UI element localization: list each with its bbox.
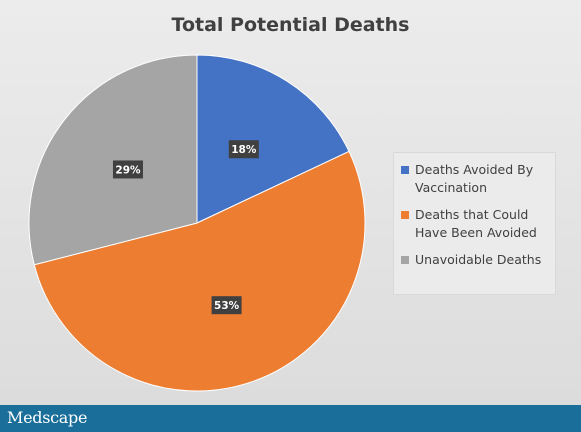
data-label-text-unavoidable: 29%	[115, 164, 141, 176]
data-label-text-vaccination: 18%	[231, 144, 257, 156]
pie-slices	[28, 54, 366, 392]
data-label-vaccination: 18%	[228, 140, 259, 159]
data-label-unavoidable: 29%	[112, 160, 143, 179]
pie-slice-could-have-been-avoided	[33, 150, 366, 392]
chart-area: Total Potential Deaths 18% 53% 29% Deaths …	[0, 0, 581, 405]
legend-swatch-vaccination	[401, 166, 409, 174]
data-label-box-could-have-been-avoided	[211, 296, 242, 315]
legend: Deaths Avoided By Vaccination Deaths tha…	[393, 152, 556, 295]
legend-entry-vaccination: Deaths Avoided By Vaccination	[401, 161, 549, 197]
data-label-box-unavoidable	[112, 160, 143, 179]
footer-bar: Medscape	[0, 405, 581, 432]
legend-label-vaccination: Deaths Avoided By Vaccination	[415, 162, 534, 195]
data-label-could-have-been-avoided: 53%	[211, 296, 242, 315]
data-label-text-could-have-been-avoided: 53%	[214, 300, 240, 312]
legend-entry-unavoidable: Unavoidable Deaths	[401, 251, 549, 269]
data-label-box-vaccination	[228, 140, 259, 159]
legend-entry-could-have-been-avoided: Deaths that Could Have Been Avoided	[401, 206, 549, 242]
chart-title: Total Potential Deaths	[171, 14, 410, 36]
legend-label-unavoidable: Unavoidable Deaths	[415, 252, 542, 267]
pie-data-labels: 18% 53% 29%	[112, 140, 259, 315]
pie-slice-vaccination	[196, 54, 350, 224]
legend-label-could-have-been-avoided: Deaths that Could Have Been Avoided	[415, 207, 537, 240]
legend-swatch-could-have-been-avoided	[401, 211, 409, 219]
legend-swatch-unavoidable	[401, 256, 409, 264]
pie-slice-unavoidable	[28, 54, 198, 266]
medscape-logo: Medscape	[7, 408, 88, 427]
pie-chart: 18% 53% 29%	[28, 54, 366, 392]
